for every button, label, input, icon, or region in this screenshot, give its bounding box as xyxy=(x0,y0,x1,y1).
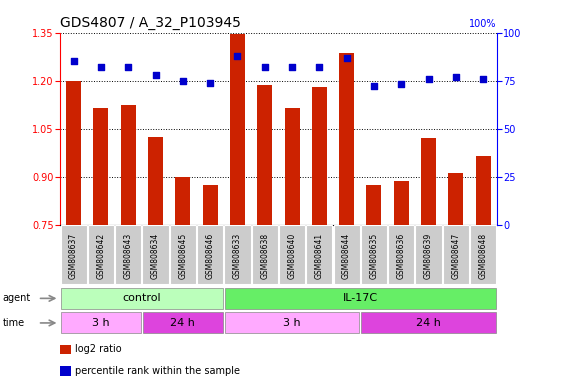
Bar xyxy=(279,225,305,283)
Text: 3 h: 3 h xyxy=(283,318,301,328)
Bar xyxy=(143,313,223,333)
Text: percentile rank within the sample: percentile rank within the sample xyxy=(75,366,240,376)
Point xyxy=(124,64,133,70)
Text: IL-17C: IL-17C xyxy=(343,293,378,303)
Bar xyxy=(175,177,190,225)
Text: 24 h: 24 h xyxy=(170,318,195,328)
Bar xyxy=(476,156,490,225)
Text: GSM808639: GSM808639 xyxy=(424,233,433,280)
Bar xyxy=(470,225,496,283)
Text: time: time xyxy=(3,318,25,328)
Text: agent: agent xyxy=(3,293,31,303)
Bar xyxy=(257,86,272,225)
Text: 3 h: 3 h xyxy=(92,318,110,328)
Bar xyxy=(148,137,163,225)
Text: GSM808635: GSM808635 xyxy=(369,233,379,280)
Bar xyxy=(224,288,496,309)
Bar xyxy=(252,225,278,283)
Text: GSM808646: GSM808646 xyxy=(206,233,215,280)
Point xyxy=(287,64,296,70)
Point xyxy=(315,64,324,70)
Bar xyxy=(66,81,81,225)
Bar xyxy=(197,225,223,283)
Bar xyxy=(339,53,354,225)
Point xyxy=(69,58,78,65)
Text: GSM808648: GSM808648 xyxy=(478,233,488,280)
Bar xyxy=(61,288,223,309)
Text: GSM808642: GSM808642 xyxy=(96,233,106,280)
Bar xyxy=(367,185,381,225)
Text: GSM808647: GSM808647 xyxy=(451,233,460,280)
Point xyxy=(206,79,215,86)
Text: GSM808637: GSM808637 xyxy=(69,233,78,280)
Text: GSM808645: GSM808645 xyxy=(178,233,187,280)
Bar xyxy=(361,225,387,283)
Point xyxy=(233,53,242,59)
Bar xyxy=(94,108,108,225)
Text: GSM808636: GSM808636 xyxy=(397,233,406,280)
Bar xyxy=(388,225,415,283)
Text: GSM808644: GSM808644 xyxy=(342,233,351,280)
Bar xyxy=(394,182,409,225)
Bar xyxy=(115,225,141,283)
Bar xyxy=(416,225,441,283)
Bar xyxy=(224,313,360,333)
Point xyxy=(151,72,160,78)
Bar xyxy=(312,87,327,225)
Point xyxy=(178,78,187,84)
Text: GDS4807 / A_32_P103945: GDS4807 / A_32_P103945 xyxy=(60,16,241,30)
Bar xyxy=(361,313,496,333)
Bar xyxy=(60,366,71,376)
Bar xyxy=(448,174,463,225)
Bar xyxy=(203,185,218,225)
Point xyxy=(478,76,488,82)
Text: 100%: 100% xyxy=(469,19,497,29)
Point xyxy=(342,55,351,61)
Text: log2 ratio: log2 ratio xyxy=(75,344,122,354)
Bar xyxy=(284,108,300,225)
Text: GSM808634: GSM808634 xyxy=(151,233,160,280)
Point xyxy=(397,81,406,88)
Bar xyxy=(142,225,168,283)
Text: GSM808638: GSM808638 xyxy=(260,233,269,280)
Bar xyxy=(306,225,332,283)
Text: GSM808633: GSM808633 xyxy=(233,233,242,280)
Bar xyxy=(230,34,245,225)
Bar xyxy=(60,345,71,354)
Point xyxy=(424,76,433,82)
Point xyxy=(369,83,379,89)
Bar xyxy=(170,225,196,283)
Point xyxy=(260,64,270,70)
Bar xyxy=(421,138,436,225)
Bar xyxy=(443,225,469,283)
Point xyxy=(96,64,106,70)
Bar xyxy=(224,225,251,283)
Text: GSM808641: GSM808641 xyxy=(315,233,324,280)
Bar xyxy=(120,105,136,225)
Text: 24 h: 24 h xyxy=(416,318,441,328)
Point xyxy=(451,74,460,80)
Bar xyxy=(61,225,87,283)
Bar xyxy=(88,225,114,283)
Text: GSM808640: GSM808640 xyxy=(288,233,296,280)
Text: GSM808643: GSM808643 xyxy=(124,233,132,280)
Bar xyxy=(333,225,360,283)
Text: control: control xyxy=(123,293,161,303)
Bar xyxy=(61,313,141,333)
